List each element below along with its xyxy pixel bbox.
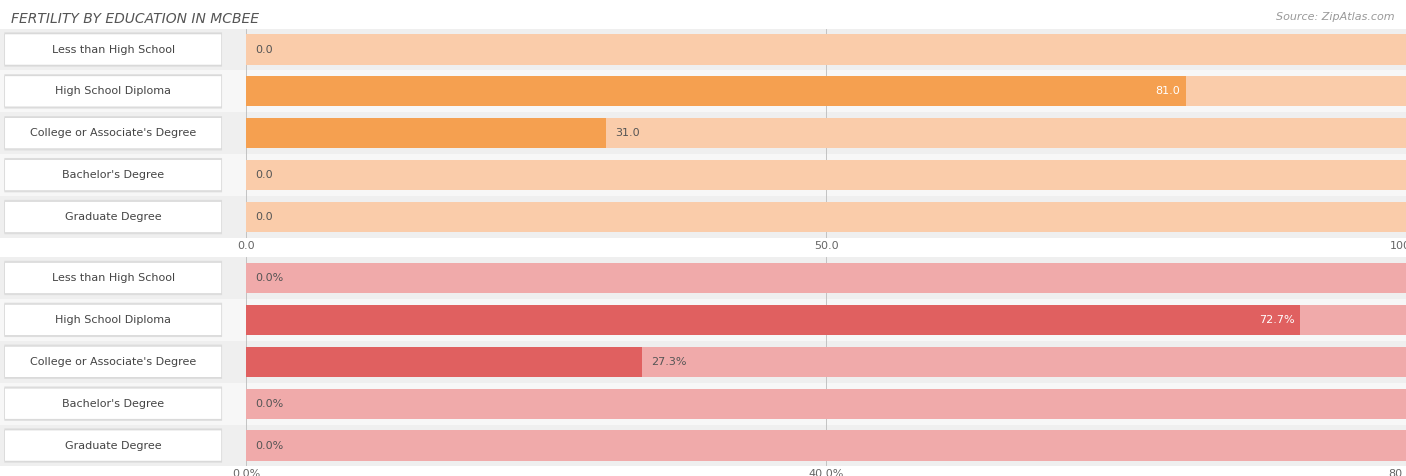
Bar (0, 257, 1406, 299)
Bar (246, 76, 1406, 107)
Text: Less than High School: Less than High School (52, 273, 174, 283)
Text: 0.0: 0.0 (256, 44, 273, 55)
Bar (0, 154, 1406, 196)
Text: 0.0%: 0.0% (256, 440, 284, 451)
Text: Graduate Degree: Graduate Degree (65, 440, 162, 451)
FancyBboxPatch shape (4, 303, 222, 337)
FancyBboxPatch shape (4, 118, 222, 149)
Bar (246, 388, 1406, 419)
Text: College or Associate's Degree: College or Associate's Degree (30, 128, 197, 139)
Text: 0.0%: 0.0% (256, 398, 284, 409)
Text: High School Diploma: High School Diploma (55, 315, 172, 325)
Bar (246, 202, 1406, 232)
Text: Less than High School: Less than High School (52, 44, 174, 55)
Text: 31.0: 31.0 (614, 128, 640, 139)
Bar (0, 383, 1406, 425)
Text: 0.0: 0.0 (256, 212, 273, 222)
FancyBboxPatch shape (4, 32, 222, 67)
Bar (246, 118, 1406, 149)
Text: College or Associate's Degree: College or Associate's Degree (30, 357, 197, 367)
FancyBboxPatch shape (4, 34, 222, 65)
Bar (0, 299, 1406, 341)
FancyBboxPatch shape (4, 74, 222, 109)
Bar (246, 34, 1406, 65)
Bar (246, 430, 1406, 461)
Bar (0, 425, 1406, 466)
Text: Graduate Degree: Graduate Degree (65, 212, 162, 222)
Bar (246, 76, 1185, 107)
Bar (0, 70, 1406, 112)
FancyBboxPatch shape (4, 262, 222, 294)
FancyBboxPatch shape (4, 76, 222, 107)
Text: 27.3%: 27.3% (651, 357, 686, 367)
Text: FERTILITY BY EDUCATION IN MCBEE: FERTILITY BY EDUCATION IN MCBEE (11, 12, 259, 26)
FancyBboxPatch shape (4, 346, 222, 377)
Bar (246, 263, 1406, 293)
Bar (0, 112, 1406, 154)
Bar (0, 341, 1406, 383)
FancyBboxPatch shape (4, 261, 222, 295)
Bar (0, 196, 1406, 238)
Bar (246, 160, 1406, 190)
Text: Bachelor's Degree: Bachelor's Degree (62, 398, 165, 409)
Text: Bachelor's Degree: Bachelor's Degree (62, 170, 165, 180)
FancyBboxPatch shape (4, 387, 222, 421)
FancyBboxPatch shape (4, 304, 222, 336)
FancyBboxPatch shape (4, 159, 222, 191)
Bar (246, 305, 1301, 335)
FancyBboxPatch shape (4, 345, 222, 379)
Text: 81.0: 81.0 (1156, 86, 1180, 97)
FancyBboxPatch shape (4, 428, 222, 463)
Text: 0.0: 0.0 (256, 170, 273, 180)
FancyBboxPatch shape (4, 388, 222, 419)
FancyBboxPatch shape (4, 158, 222, 192)
Bar (246, 305, 1406, 335)
FancyBboxPatch shape (4, 430, 222, 461)
Bar (246, 347, 1406, 377)
Text: Source: ZipAtlas.com: Source: ZipAtlas.com (1277, 12, 1395, 22)
FancyBboxPatch shape (4, 201, 222, 233)
Bar (246, 118, 606, 149)
Bar (0, 29, 1406, 70)
Text: High School Diploma: High School Diploma (55, 86, 172, 97)
FancyBboxPatch shape (4, 200, 222, 234)
Bar (246, 347, 643, 377)
FancyBboxPatch shape (4, 116, 222, 150)
Text: 72.7%: 72.7% (1258, 315, 1295, 325)
Text: 0.0%: 0.0% (256, 273, 284, 283)
